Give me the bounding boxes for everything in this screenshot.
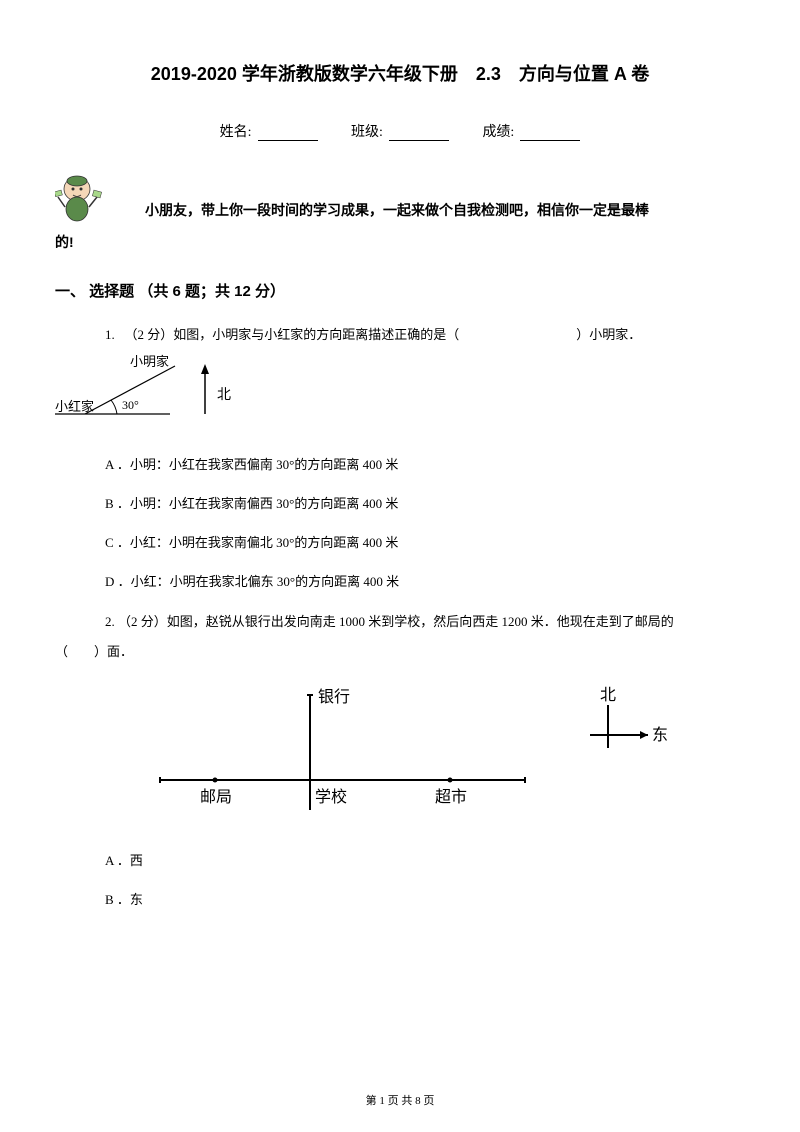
q1-option-a: A ．小明：小红在我家西偏南 30°的方向距离 400 米 [55,454,745,473]
question-2-cont: （ ）面． [55,640,745,665]
q2-post: 邮局 [200,788,232,806]
page-footer: 第 1 页 共 8 页 [0,1092,800,1108]
section-1-title: 一、 选择题 （共 6 题；共 12 分） [55,280,745,301]
q2-school: 学校 [315,788,347,806]
score-label: 成绩: [482,125,514,140]
q2-east: 东 [652,726,668,744]
q1-angle: 30° [122,398,139,412]
student-form: 姓名: 班级: 成绩: [55,121,745,141]
page-title: 2019-2020 学年浙教版数学六年级下册 2.3 方向与位置 A 卷 [55,60,745,86]
q1-option-d: D ．小红：小明在我家北偏东 30°的方向距离 400 米 [55,571,745,590]
name-blank [258,127,318,141]
score-blank [520,127,580,141]
mascot-icon [55,169,105,224]
q1-option-c: C ．小红：小明在我家南偏北 30°的方向距离 400 米 [55,532,745,551]
name-label: 姓名: [220,125,252,140]
q2-north: 北 [600,686,616,704]
class-blank [389,127,449,141]
q2-diagram-wrap: 银行 邮局 学校 超市 北 东 [55,680,745,830]
intro-text-2: 的! [55,232,745,252]
q1-diagram: 小明家 30° 小红家 北 [55,354,255,434]
q2-option-a: A ．西 [55,850,745,869]
q2-option-b: B ．东 [55,889,745,908]
q2-market: 超市 [435,788,467,806]
question-1: 1. （2 分）如图，小明家与小红家的方向距离描述正确的是（ ）小明家． [55,323,745,348]
intro-text-1: 小朋友，带上你一段时间的学习成果，一起来做个自我检测吧，相信你一定是最棒 [145,197,649,224]
question-2: 2. （2 分）如图，赵锐从银行出发向南走 1000 米到学校，然后向西走 12… [55,610,745,635]
q1-north: 北 [217,387,231,403]
class-label: 班级: [351,125,383,140]
q2-bank: 银行 [318,688,350,706]
q1-label-xiaohong: 小红家 [55,399,94,414]
q2-diagram: 银行 邮局 学校 超市 北 东 [130,680,670,830]
q1-option-b: B ．小明：小红在我家南偏西 30°的方向距离 400 米 [55,493,745,512]
q1-label-xiaoming: 小明家 [130,354,169,369]
intro-row: 小朋友，带上你一段时间的学习成果，一起来做个自我检测吧，相信你一定是最棒 [55,169,745,224]
